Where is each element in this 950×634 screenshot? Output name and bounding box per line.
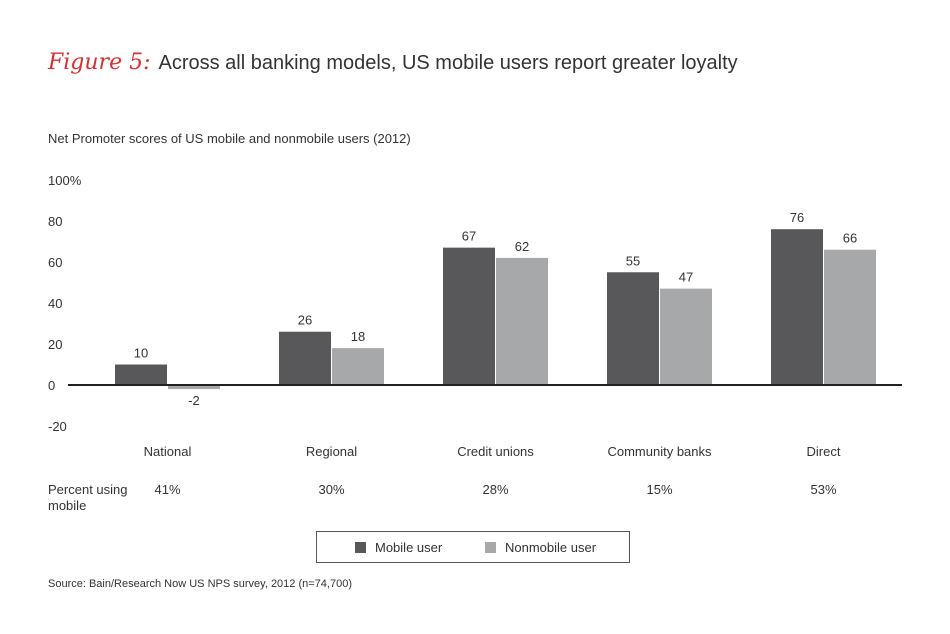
x-axis: National Regional Credit unions Community b… xyxy=(144,444,841,459)
bar-mobile xyxy=(115,364,167,385)
bars: 10 -2 26 18 67 62 55 47 76 66 xyxy=(115,210,876,408)
figure-label: Figure 5: xyxy=(48,50,151,75)
percent-using-mobile-value: 15% xyxy=(646,482,673,497)
chart-subtitle: Net Promoter scores of US mobile and non… xyxy=(48,131,411,146)
bar-nonmobile xyxy=(496,257,548,385)
bar-mobile xyxy=(279,331,331,385)
bar-nonmobile xyxy=(332,348,384,385)
percent-using-mobile-value: 53% xyxy=(810,482,837,497)
bar-value-label: 67 xyxy=(462,229,476,244)
legend-item-nonmobile: Nonmobile user xyxy=(485,540,596,555)
bar-mobile xyxy=(771,229,823,385)
source-note: Source: Bain/Research Now US NPS survey,… xyxy=(48,578,352,590)
category-label: Regional xyxy=(306,444,357,459)
y-tick-label: 0 xyxy=(48,378,55,393)
y-axis: 100% 80 60 40 20 0 -20 xyxy=(48,173,82,434)
bar-value-label: 18 xyxy=(351,329,365,344)
bar-value-label: -2 xyxy=(188,393,200,408)
bar-nonmobile xyxy=(824,249,876,385)
y-tick-label: 40 xyxy=(48,296,62,311)
percent-using-mobile-value: 28% xyxy=(482,482,509,497)
bar-value-label: 76 xyxy=(790,210,804,225)
bar-value-label: 47 xyxy=(679,270,693,285)
bar-mobile xyxy=(607,272,659,385)
category-label: Community banks xyxy=(607,444,712,459)
legend-label-mobile: Mobile user xyxy=(375,540,443,555)
bar-chart: 100% 80 60 40 20 0 -20 10 -2 26 18 67 62 55 47 76 66 Na… xyxy=(48,173,902,459)
y-tick-label: 60 xyxy=(48,255,62,270)
category-label: Credit unions xyxy=(457,444,534,459)
bar-value-label: 66 xyxy=(843,231,857,246)
legend-swatch-nonmobile xyxy=(485,542,496,553)
bar-nonmobile xyxy=(168,385,220,390)
y-tick-label: 100% xyxy=(48,173,82,188)
bar-value-label: 26 xyxy=(298,313,312,328)
percent-using-mobile-value: 30% xyxy=(318,482,345,497)
category-label: Direct xyxy=(807,444,841,459)
legend-item-mobile: Mobile user xyxy=(355,540,442,555)
legend: Mobile user Nonmobile user xyxy=(316,531,630,563)
bar-nonmobile xyxy=(660,288,712,385)
chart-title: Figure 5: Across all banking models, US m… xyxy=(48,50,738,75)
y-tick-label: -20 xyxy=(48,419,67,434)
y-tick-label: 20 xyxy=(48,337,62,352)
percent-using-mobile-value: 41% xyxy=(154,482,181,497)
bar-mobile xyxy=(443,247,495,385)
title-text: Across all banking models, US mobile use… xyxy=(158,52,738,74)
percent-row-label: Percent using mobile xyxy=(48,482,128,513)
legend-label-nonmobile: Nonmobile user xyxy=(505,540,597,555)
bar-value-label: 10 xyxy=(134,346,148,361)
bar-value-label: 55 xyxy=(626,253,640,268)
bar-value-label: 62 xyxy=(515,239,529,254)
legend-swatch-mobile xyxy=(355,542,366,553)
y-tick-label: 80 xyxy=(48,214,62,229)
category-label: National xyxy=(144,444,192,459)
